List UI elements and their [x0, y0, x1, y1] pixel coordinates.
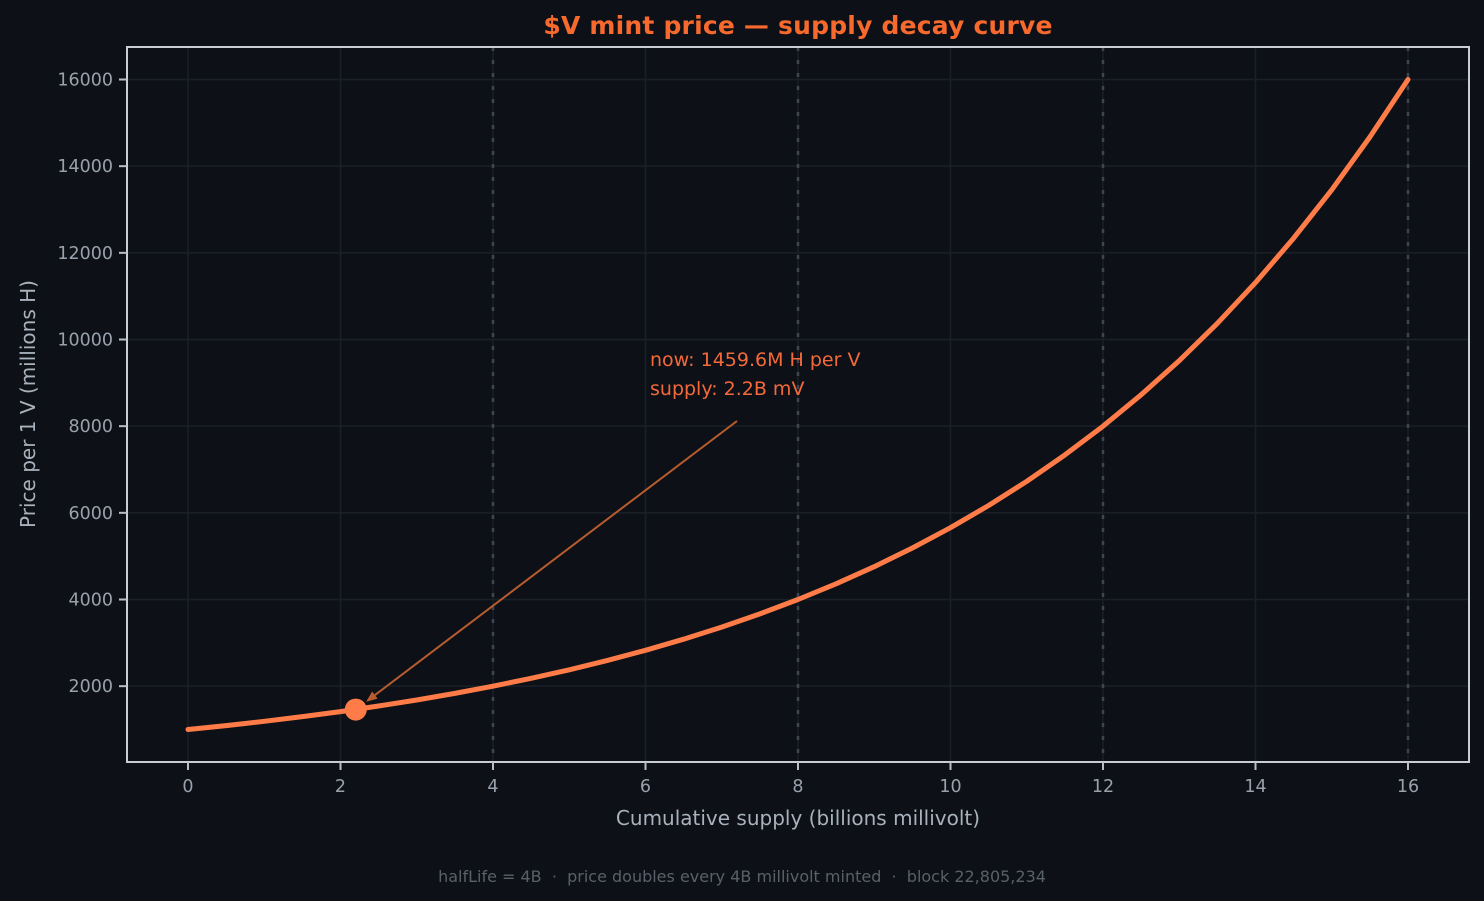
y-tick-label: 4000 — [68, 591, 113, 611]
y-tick-label: 2000 — [68, 677, 113, 697]
x-tick-label: 10 — [939, 777, 961, 797]
x-axis-label: Cumulative supply (billions millivolt) — [615, 806, 981, 830]
x-tick-label: 2 — [335, 777, 346, 797]
x-tick-label: 0 — [182, 777, 193, 797]
current-point-marker — [344, 698, 367, 721]
price-curve — [185, 77, 1411, 732]
y-tick-label: 14000 — [57, 157, 113, 177]
x-tick-label: 8 — [792, 777, 803, 797]
footer-note: halfLife = 4B · price doubles every 4B m… — [438, 867, 1046, 886]
x-tick-label: 12 — [1092, 777, 1114, 797]
annotation-line2: supply: 2.2B mV — [650, 378, 805, 400]
y-tick-label: 6000 — [68, 504, 113, 524]
annotation-line1: now: 1459.6M H per V — [650, 349, 861, 371]
x-tick-label: 4 — [487, 777, 498, 797]
y-axis-label: Price per 1 V (millions H) — [16, 280, 40, 528]
y-tick-label: 10000 — [57, 331, 113, 351]
annotation-arrowhead — [366, 691, 378, 702]
y-tick-label: 16000 — [57, 71, 113, 91]
annotation-arrow-line — [374, 420, 738, 696]
x-tick-label: 14 — [1244, 777, 1266, 797]
annotation-callout: now: 1459.6M H per V supply: 2.2B mV — [650, 346, 860, 404]
y-tick-label: 12000 — [57, 244, 113, 264]
x-tick-label: 16 — [1397, 777, 1419, 797]
x-tick-label: 6 — [640, 777, 651, 797]
chart-title: $V mint price — supply decay curve — [543, 11, 1053, 40]
y-tick-label: 8000 — [68, 417, 113, 437]
